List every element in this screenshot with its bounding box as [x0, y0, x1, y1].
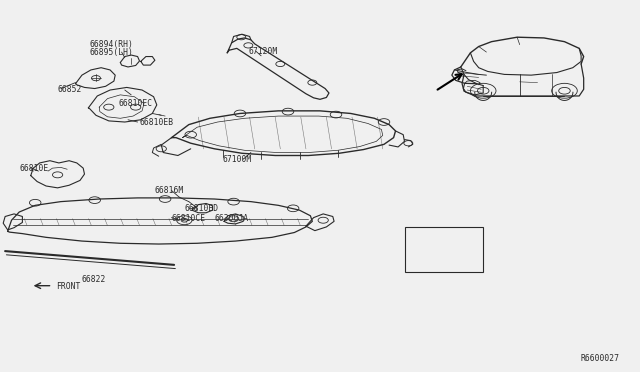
Text: 66822: 66822 — [82, 275, 106, 284]
Text: 66810EB: 66810EB — [140, 118, 173, 127]
Text: 66810E: 66810E — [19, 164, 49, 173]
Text: FRONT: FRONT — [56, 282, 81, 291]
Text: 66810CE: 66810CE — [172, 214, 205, 223]
FancyBboxPatch shape — [405, 227, 483, 272]
Text: HOLE PLUG: HOLE PLUG — [421, 259, 463, 268]
Text: 66810ED: 66810ED — [184, 204, 218, 213]
Text: 66810EC: 66810EC — [118, 99, 152, 108]
Circle shape — [431, 255, 436, 258]
Text: A/T ONLY: A/T ONLY — [421, 229, 461, 238]
Text: 66895(LH): 66895(LH) — [90, 48, 134, 57]
Text: 66300H: 66300H — [426, 249, 455, 258]
Text: 66816M: 66816M — [155, 186, 184, 195]
Text: R6600027: R6600027 — [580, 354, 620, 363]
Text: 67100M: 67100M — [223, 155, 252, 164]
Text: 67120M: 67120M — [248, 47, 278, 56]
Text: 66300JA: 66300JA — [214, 214, 248, 223]
Text: 66852: 66852 — [58, 85, 82, 94]
Text: 66894(RH): 66894(RH) — [90, 40, 134, 49]
